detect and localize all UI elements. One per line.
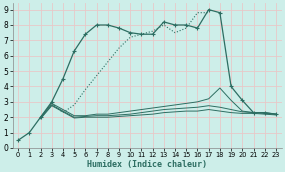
X-axis label: Humidex (Indice chaleur): Humidex (Indice chaleur): [87, 159, 207, 169]
